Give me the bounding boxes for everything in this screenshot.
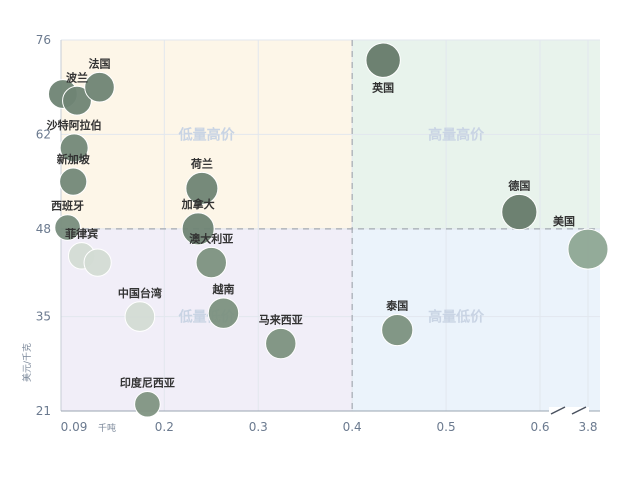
point-label: 美国 <box>553 214 575 228</box>
axis-break-gap <box>549 407 589 415</box>
data-point <box>265 327 297 360</box>
x-tick-label: 0.6 <box>530 420 549 434</box>
tick-labels: 21 35 48 62 76 0.09 0.2 0.3 0.4 0.5 0.6 3.8 <box>36 33 598 434</box>
x-tick-label: 3.8 <box>578 420 597 434</box>
x-tick-label: 0.3 <box>249 420 268 434</box>
point-label: 荷兰 <box>190 156 213 170</box>
quadrant-label: 低量高价 <box>178 126 236 143</box>
point-label: 新加坡 <box>57 152 91 166</box>
point-label: 泰国 <box>385 298 408 312</box>
data-point <box>54 214 81 241</box>
x-tick-label: 0.09 <box>61 420 88 434</box>
point-label: 马来西亚 <box>259 312 303 326</box>
data-points <box>47 42 609 418</box>
data-point <box>83 248 112 277</box>
point-label: 印度尼西亚 <box>120 375 175 389</box>
data-point <box>381 313 414 347</box>
data-point <box>195 246 227 279</box>
axis-break-mark <box>571 406 587 415</box>
x-tick-label: 0.2 <box>155 420 174 434</box>
y-axis-title: 美元/千克 <box>21 343 33 382</box>
x-tick-label: 0.5 <box>437 420 456 434</box>
y-tick-label: 21 <box>36 404 51 418</box>
divider-lines <box>61 40 600 411</box>
point-label: 西班牙 <box>51 199 84 213</box>
quadrant-label: 高量高价 <box>428 126 485 143</box>
x-axis-title: 千吨 <box>98 422 116 434</box>
point-label: 英国 <box>371 80 394 94</box>
point-label: 沙特阿拉伯 <box>47 118 102 132</box>
data-point <box>365 42 401 78</box>
point-label: 菲律宾 <box>65 227 98 241</box>
data-point <box>59 133 89 163</box>
y-tick-label: 62 <box>36 127 51 141</box>
point-label: 法国 <box>89 56 111 70</box>
data-point <box>181 212 215 246</box>
data-point <box>567 228 609 270</box>
data-point <box>62 85 92 116</box>
data-point <box>84 71 115 103</box>
y-tick-label: 35 <box>36 310 51 324</box>
data-point <box>59 167 88 196</box>
data-point <box>207 297 240 329</box>
quadrant-label: 高量低价 <box>428 309 485 326</box>
point-label: 澳大利亚 <box>189 231 233 245</box>
point-label: 波兰 <box>66 70 88 84</box>
y-tick-label: 76 <box>36 33 51 47</box>
data-point <box>124 301 156 332</box>
point-label: 越南 <box>211 282 234 296</box>
data-point <box>134 390 161 418</box>
axis-break-mark <box>550 406 566 415</box>
point-label: 中国台湾 <box>118 286 162 300</box>
point-label: 德国 <box>507 178 530 192</box>
data-point <box>501 193 538 231</box>
x-tick-label: 0.4 <box>343 420 362 434</box>
data-point <box>185 171 219 205</box>
point-label: 加拿大 <box>181 197 215 211</box>
y-tick-label: 48 <box>36 222 51 236</box>
